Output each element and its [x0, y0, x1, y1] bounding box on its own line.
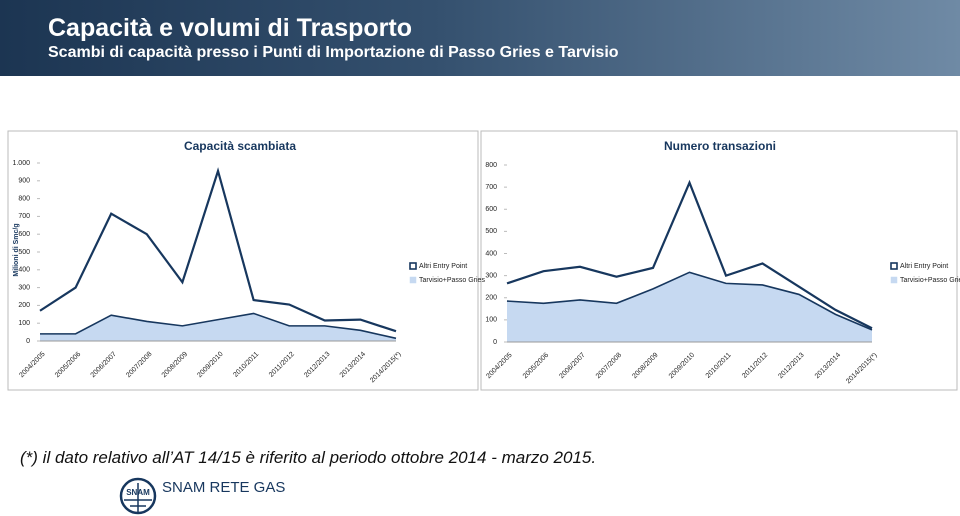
y-tick-label: 1.000 [12, 160, 30, 167]
legend-label: Altri Entry Point [900, 263, 948, 270]
slide-subtitle: Scambi di capacità presso i Punti di Imp… [48, 44, 619, 61]
y-tick-label: 500 [485, 228, 497, 235]
footnote: (*) il dato relativo all’AT 14/15 è rife… [20, 448, 597, 467]
y-tick-label: 300 [18, 284, 30, 291]
y-axis-label: Milioni di Smc/g [13, 223, 20, 276]
y-tick-label: 400 [485, 250, 497, 257]
y-tick-label: 0 [26, 338, 30, 345]
logo-lines [124, 483, 152, 512]
y-tick-label: 100 [485, 317, 497, 324]
y-tick-label: 800 [485, 162, 497, 169]
logo-mark: SNAM [126, 488, 150, 497]
y-tick-label: 400 [18, 267, 30, 274]
area-fill [40, 171, 396, 339]
area-line [506, 271, 873, 331]
chart-title: Numero transazioni [664, 139, 776, 153]
legend-swatch [409, 276, 417, 284]
logo-name: SNAM RETE GAS [162, 479, 285, 496]
y-tick-label: 800 [18, 195, 30, 202]
y-tick-label: 600 [18, 231, 30, 238]
area-fill [507, 182, 872, 330]
legend-swatch [890, 262, 898, 270]
area-fill [40, 313, 396, 341]
area-line [39, 167, 397, 333]
y-tick-label: 900 [18, 178, 30, 185]
legend-swatch [890, 276, 898, 284]
logo: SNAM SNAM RETE GAS [119, 477, 285, 515]
area-line [506, 179, 873, 330]
legend-label: Tarvisio+Passo Gries [900, 277, 960, 284]
y-tick-label: 0 [493, 339, 497, 346]
y-tick-label: 700 [485, 184, 497, 191]
y-tick-label: 200 [18, 302, 30, 309]
legend-label: Tarvisio+Passo Gries [419, 277, 485, 284]
header-banner: Capacità e volumi di Trasporto Scambi di… [0, 0, 960, 76]
slide-title: Capacità e volumi di Trasporto [48, 14, 412, 42]
legend-swatch [409, 262, 417, 270]
legend-label: Altri Entry Point [419, 263, 467, 270]
y-tick-label: 600 [485, 206, 497, 213]
y-tick-label: 500 [18, 249, 30, 256]
y-tick-label: 200 [485, 295, 497, 302]
chart-title: Capacità scambiata [184, 139, 296, 153]
y-tick-label: 100 [18, 320, 30, 327]
area-line [40, 312, 397, 340]
y-tick-label: 300 [485, 272, 497, 279]
y-tick-label: 700 [18, 213, 30, 220]
